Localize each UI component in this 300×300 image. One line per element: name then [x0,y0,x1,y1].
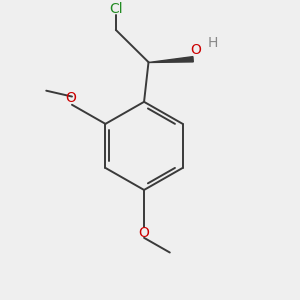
Text: H: H [208,36,218,50]
Text: Cl: Cl [109,2,123,16]
Text: O: O [139,226,149,239]
Text: O: O [65,91,76,105]
Text: O: O [190,44,201,57]
Polygon shape [148,57,193,62]
